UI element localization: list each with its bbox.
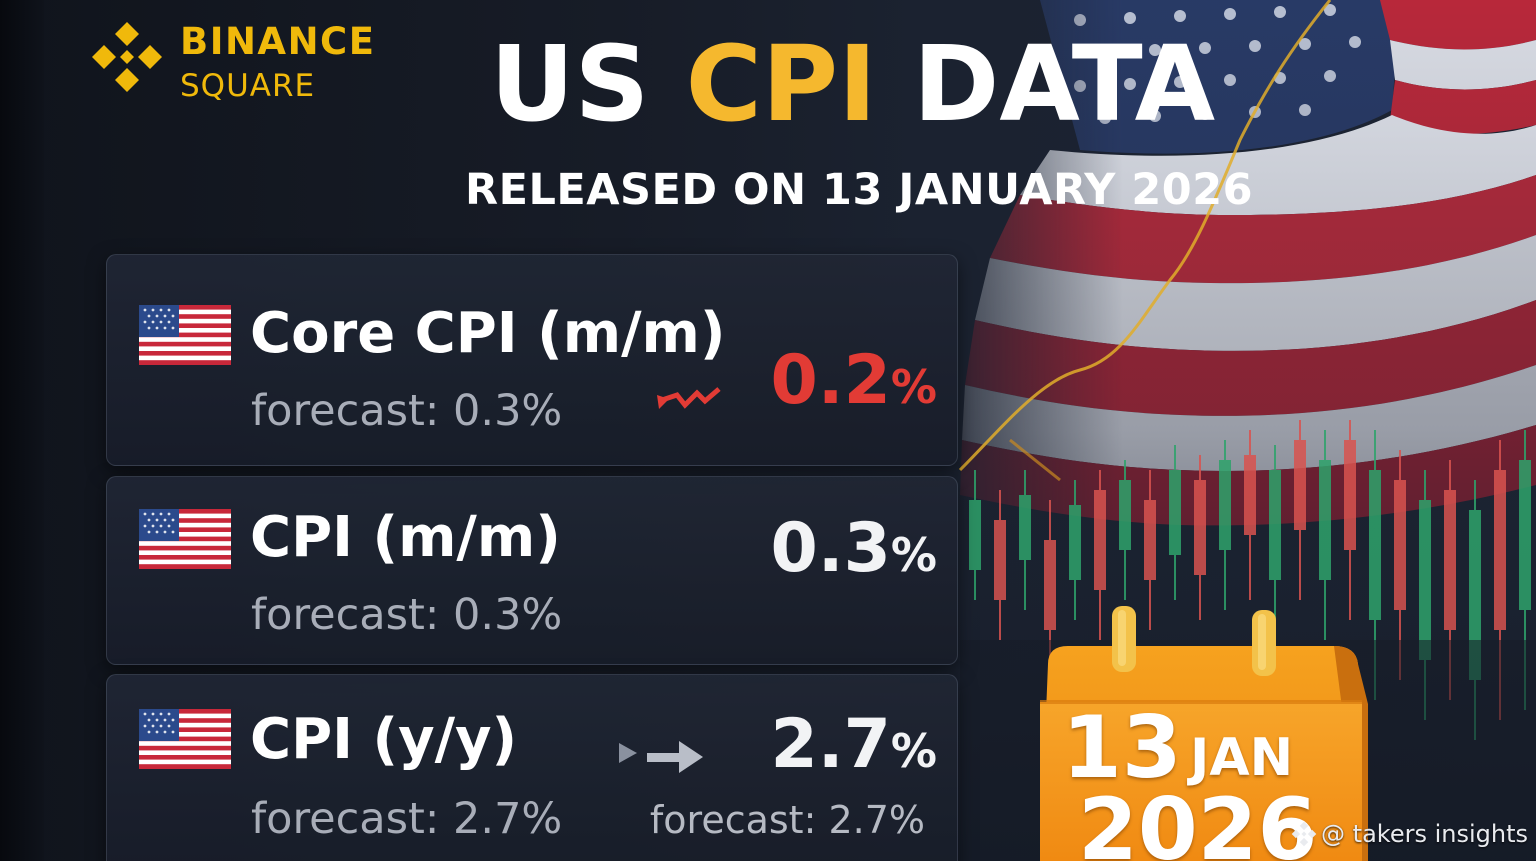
indicator-value-number: 0.2 <box>770 341 891 420</box>
indicator-card-cpi-yy: CPI (y/y) forecast: 2.7% 2.7% forecast: … <box>106 674 958 861</box>
binance-diamond-icon <box>1291 821 1317 847</box>
indicator-label: CPI (m/m) <box>250 505 561 570</box>
title-part-us: US <box>490 23 650 145</box>
calendar-year: 2026 <box>1078 780 1318 861</box>
brand-name: BINANCE <box>180 20 376 63</box>
indicator-value-unit: % <box>890 528 937 582</box>
watermark-text: @ takers insights <box>1321 820 1528 848</box>
calendar-icon <box>1040 606 1368 861</box>
indicator-value: 0.3% <box>770 509 937 595</box>
us-flag-icon <box>139 305 231 365</box>
us-flag-icon <box>139 709 231 769</box>
calendar-month: JAN <box>1190 728 1294 788</box>
title-part-data: DATA <box>913 23 1216 145</box>
watermark: @ takers insights <box>1291 818 1528 850</box>
trend-line <box>958 0 1332 472</box>
title-part-cpi: CPI <box>685 23 877 145</box>
brand-subname: SQUARE <box>180 68 316 104</box>
indicator-value-number: 2.7 <box>770 705 891 784</box>
binance-square-logo: BINANCE SQUARE <box>90 18 420 108</box>
binance-diamond-icon <box>92 22 162 92</box>
release-date-subtitle: RELEASED ON 13 JANUARY 2026 <box>465 165 1254 215</box>
indicator-forecast: forecast: 2.7% <box>251 794 563 844</box>
indicator-card-cpi-mm: CPI (m/m) forecast: 0.3% 0.3% <box>106 476 958 665</box>
indicator-card-core-cpi-mm: Core CPI (m/m) forecast: 0.3% 0.2% <box>106 254 958 466</box>
indicator-forecast: forecast: 0.3% <box>251 590 563 640</box>
indicator-forecast: forecast: 0.3% <box>251 386 563 436</box>
us-flag-icon <box>139 509 231 569</box>
indicator-value-unit: % <box>890 724 937 778</box>
value-forecast: forecast: 2.7% <box>649 798 925 842</box>
indicator-value: 2.7% <box>770 705 937 791</box>
down-trend-arrow-icon <box>657 387 721 409</box>
indicator-value: 0.2% <box>770 341 937 427</box>
indicator-label: Core CPI (m/m) <box>250 301 726 366</box>
indicator-label: CPI (y/y) <box>250 707 518 772</box>
right-arrow-icon <box>619 741 703 773</box>
left-edge-shadow <box>0 0 44 861</box>
page-title: US CPI DATA <box>490 24 1290 144</box>
indicator-value-unit: % <box>890 360 937 414</box>
indicator-value-number: 0.3 <box>770 509 891 588</box>
calendar-day: 13 <box>1062 698 1182 798</box>
